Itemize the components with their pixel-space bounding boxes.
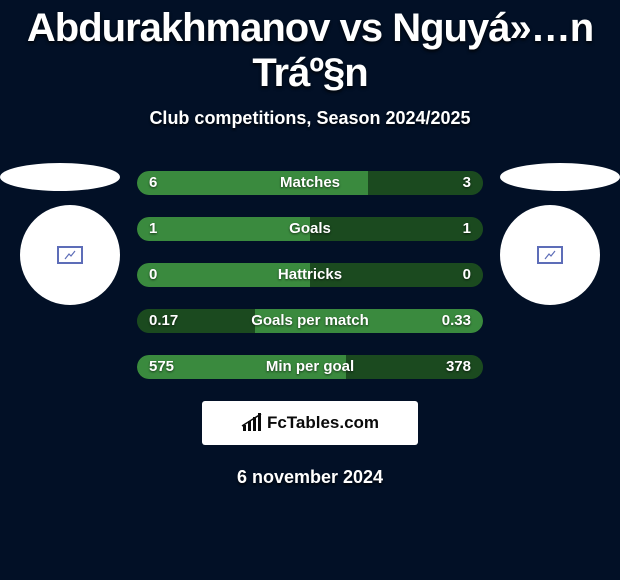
stats-rows: 63Matches 11Goals 00Hattricks 0.170.33Goals… (137, 171, 483, 379)
stat-row: 00Hattricks (137, 263, 483, 287)
stat-label: Hattricks (137, 263, 483, 287)
stat-label: Matches (137, 171, 483, 195)
stat-label: Goals per match (137, 309, 483, 333)
bars-icon (241, 413, 263, 433)
content-area: 63Matches 11Goals 00Hattricks 0.170.33Goals… (0, 171, 620, 488)
page-title: Abdurakhmanov vs Nguyá»…n Tráº§n (0, 6, 620, 96)
stat-row: 0.170.33Goals per match (137, 309, 483, 333)
logo-box: FcTables.com (202, 401, 418, 445)
stat-row: 11Goals (137, 217, 483, 241)
comparison-card: Abdurakhmanov vs Nguyá»…n Tráº§n Club co… (0, 0, 620, 488)
player-right-badge-icon (537, 246, 563, 264)
stat-row: 63Matches (137, 171, 483, 195)
placeholder-icon (64, 250, 76, 260)
player-left-badge-icon (57, 246, 83, 264)
player-left-badge (20, 205, 120, 305)
player-left-shadow (0, 163, 120, 191)
placeholder-icon (544, 250, 556, 260)
stat-label: Goals (137, 217, 483, 241)
stat-row: 575378Min per goal (137, 355, 483, 379)
player-right-badge (500, 205, 600, 305)
stat-label: Min per goal (137, 355, 483, 379)
date-label: 6 november 2024 (0, 467, 620, 488)
player-right-shadow (500, 163, 620, 191)
subtitle: Club competitions, Season 2024/2025 (0, 108, 620, 129)
logo-text: FcTables.com (267, 413, 379, 433)
